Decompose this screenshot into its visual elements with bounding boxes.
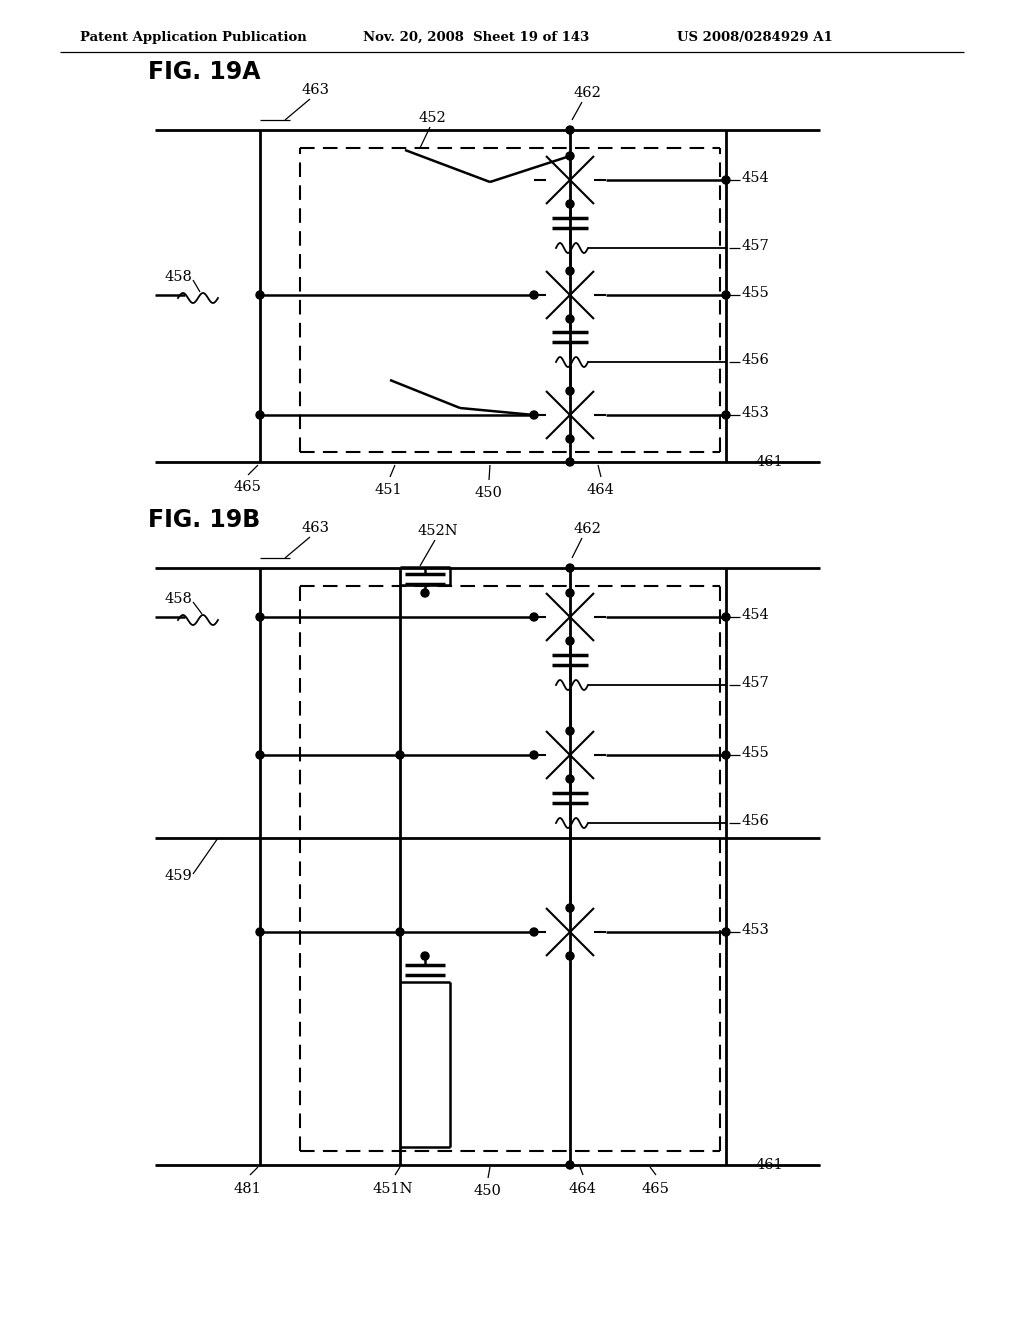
Circle shape [256, 411, 264, 418]
Text: 455: 455 [742, 746, 770, 760]
Circle shape [722, 411, 730, 418]
Text: FIG. 19B: FIG. 19B [148, 508, 260, 532]
Text: FIG. 19A: FIG. 19A [148, 59, 260, 84]
Circle shape [530, 751, 538, 759]
Circle shape [396, 751, 404, 759]
Circle shape [566, 436, 574, 444]
Text: 454: 454 [742, 172, 770, 185]
Text: 454: 454 [742, 609, 770, 622]
Circle shape [566, 387, 574, 395]
Text: 450: 450 [473, 1184, 501, 1199]
Text: 457: 457 [742, 239, 770, 253]
Circle shape [530, 612, 538, 620]
Circle shape [566, 727, 574, 735]
Text: 452: 452 [418, 111, 445, 125]
Circle shape [566, 564, 574, 572]
Text: 461: 461 [755, 1158, 782, 1172]
Text: 456: 456 [742, 352, 770, 367]
Circle shape [530, 290, 538, 300]
Text: 453: 453 [742, 923, 770, 937]
Circle shape [566, 1162, 574, 1170]
Circle shape [566, 267, 574, 275]
Text: 465: 465 [641, 1181, 669, 1196]
Circle shape [566, 458, 574, 466]
Circle shape [530, 928, 538, 936]
Circle shape [566, 201, 574, 209]
Circle shape [566, 775, 574, 783]
Circle shape [256, 751, 264, 759]
Text: 463: 463 [301, 521, 329, 535]
Circle shape [566, 125, 574, 135]
Circle shape [256, 928, 264, 936]
Text: 464: 464 [586, 483, 614, 498]
Text: 464: 464 [568, 1181, 596, 1196]
Circle shape [722, 176, 730, 183]
Circle shape [566, 152, 574, 160]
Circle shape [396, 928, 404, 936]
Text: US 2008/0284929 A1: US 2008/0284929 A1 [677, 30, 833, 44]
Circle shape [256, 290, 264, 300]
Text: 458: 458 [164, 591, 193, 606]
Text: 452N: 452N [418, 524, 459, 539]
Text: 457: 457 [742, 676, 770, 690]
Circle shape [722, 928, 730, 936]
Text: 462: 462 [573, 521, 601, 536]
Text: 450: 450 [474, 486, 502, 500]
Text: 459: 459 [164, 869, 193, 883]
Text: 458: 458 [164, 271, 193, 284]
Circle shape [722, 290, 730, 300]
Text: 465: 465 [233, 480, 261, 494]
Text: Patent Application Publication: Patent Application Publication [80, 30, 307, 44]
Circle shape [566, 589, 574, 597]
Text: 451N: 451N [373, 1181, 414, 1196]
Circle shape [566, 638, 574, 645]
Circle shape [566, 315, 574, 323]
Text: Nov. 20, 2008  Sheet 19 of 143: Nov. 20, 2008 Sheet 19 of 143 [362, 30, 589, 44]
Circle shape [722, 612, 730, 620]
Text: 453: 453 [742, 407, 770, 420]
Circle shape [722, 751, 730, 759]
Text: 451: 451 [374, 483, 401, 498]
Text: 456: 456 [742, 814, 770, 828]
Text: 463: 463 [301, 83, 329, 96]
Circle shape [566, 952, 574, 960]
Circle shape [566, 904, 574, 912]
Text: 455: 455 [742, 286, 770, 300]
Circle shape [530, 411, 538, 418]
Circle shape [421, 952, 429, 960]
Text: 461: 461 [755, 455, 782, 469]
Circle shape [421, 589, 429, 597]
Text: 462: 462 [573, 86, 601, 100]
Circle shape [256, 612, 264, 620]
Text: 481: 481 [233, 1181, 261, 1196]
